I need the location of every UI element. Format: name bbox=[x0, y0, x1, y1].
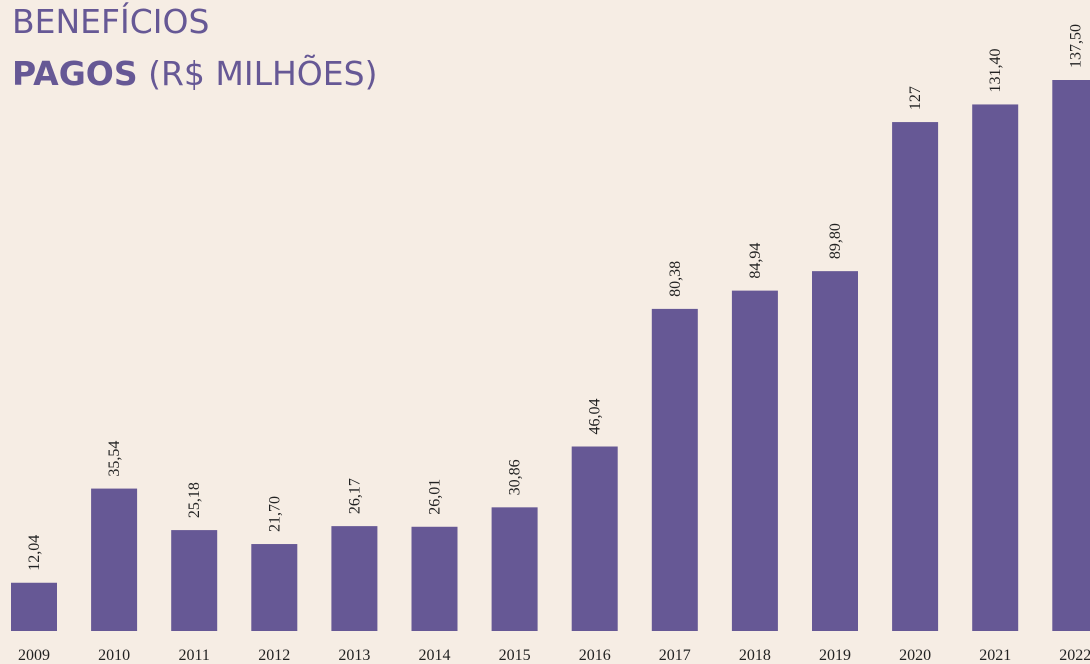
bar bbox=[972, 104, 1019, 632]
x-tick-label: 2017 bbox=[659, 647, 691, 664]
x-tick-label: 2009 bbox=[18, 647, 50, 664]
chart-title-bold: PAGOS bbox=[12, 54, 138, 93]
bar bbox=[251, 544, 298, 631]
value-label: 25,18 bbox=[186, 482, 203, 518]
bar bbox=[812, 271, 858, 631]
bar bbox=[331, 526, 378, 631]
chart-title: PAGOS (R$ MILHÕES) bbox=[12, 53, 377, 93]
chart-title: BENEFÍCIOS bbox=[12, 1, 209, 41]
chart-title-rest: (R$ MILHÕES) bbox=[148, 53, 377, 93]
bar bbox=[731, 290, 778, 631]
bar bbox=[491, 507, 538, 631]
value-label: 35,54 bbox=[106, 441, 123, 477]
value-label: 84,94 bbox=[747, 243, 764, 279]
value-label: 26,17 bbox=[346, 478, 363, 514]
value-label: 89,80 bbox=[827, 223, 844, 259]
bar bbox=[91, 488, 138, 631]
x-tick-label: 2010 bbox=[98, 647, 130, 664]
x-tick-label: 2018 bbox=[739, 647, 771, 664]
x-tick-label: 2012 bbox=[258, 647, 290, 664]
value-label: 21,70 bbox=[266, 496, 283, 532]
bar bbox=[892, 122, 939, 632]
x-tick-label: 2016 bbox=[579, 647, 611, 664]
value-label: 46,04 bbox=[587, 399, 604, 435]
value-label: 30,86 bbox=[507, 459, 524, 495]
bar bbox=[1052, 80, 1090, 631]
bar bbox=[11, 582, 57, 631]
value-label: 80,38 bbox=[667, 261, 684, 297]
x-tick-label: 2014 bbox=[419, 647, 451, 664]
value-label: 12,04 bbox=[26, 535, 43, 571]
bar bbox=[651, 308, 698, 631]
x-tick-label: 2020 bbox=[899, 647, 931, 664]
bar bbox=[171, 530, 218, 631]
x-tick-label: 2022 bbox=[1059, 647, 1090, 664]
x-tick-label: 2021 bbox=[979, 647, 1011, 664]
value-label: 26,01 bbox=[427, 479, 444, 515]
x-tick-label: 2013 bbox=[338, 647, 370, 664]
value-label: 127 bbox=[907, 86, 924, 110]
value-label: 131,40 bbox=[987, 48, 1004, 92]
value-label: 137,50 bbox=[1067, 24, 1084, 68]
x-tick-label: 2011 bbox=[178, 647, 209, 664]
x-tick-label: 2019 bbox=[819, 647, 851, 664]
x-tick-label: 2015 bbox=[499, 647, 531, 664]
bar bbox=[411, 526, 458, 631]
bar bbox=[571, 446, 618, 631]
